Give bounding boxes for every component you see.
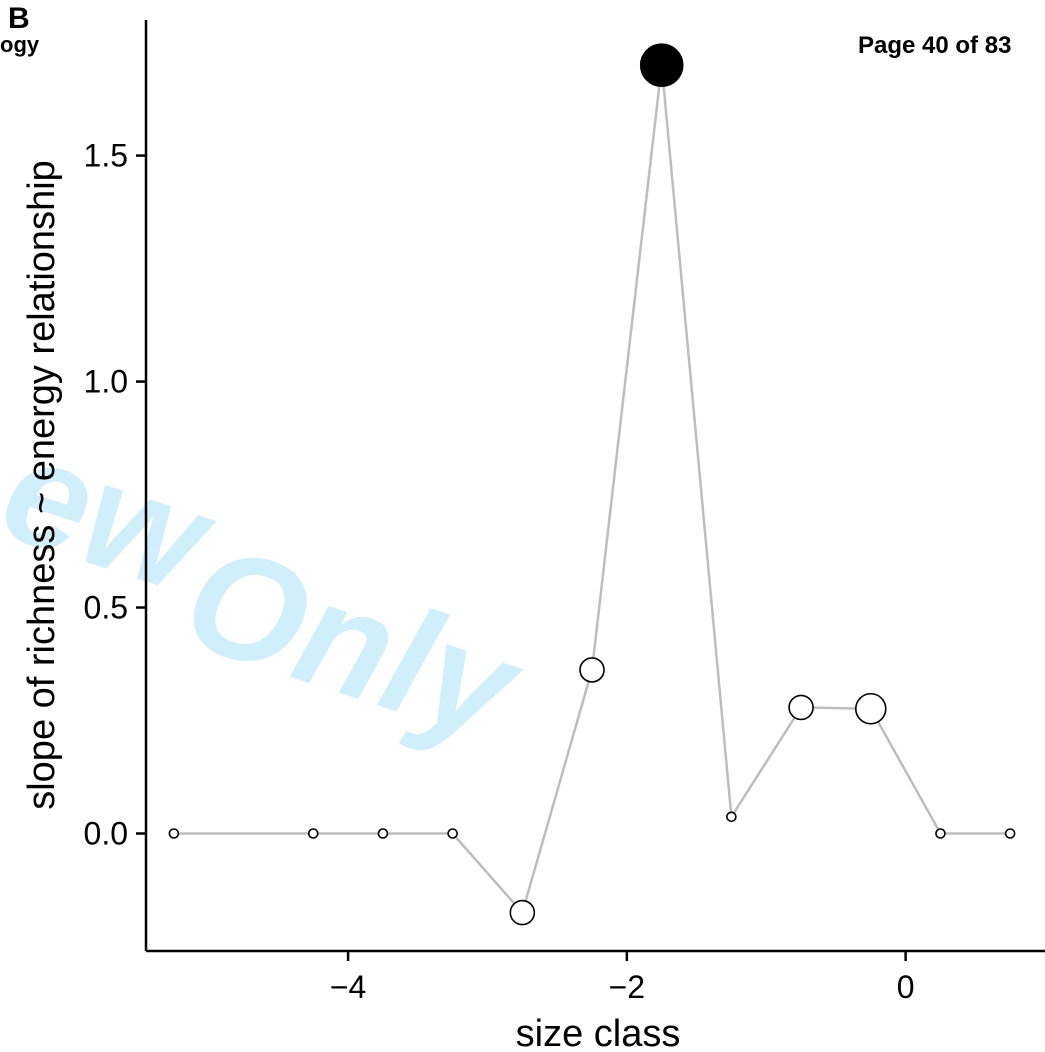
y-tick-label: 0.5 bbox=[84, 590, 128, 626]
data-point bbox=[1004, 828, 1016, 839]
data-point bbox=[726, 811, 737, 823]
y-tick-label: 0.0 bbox=[84, 815, 128, 851]
data-point bbox=[447, 828, 458, 839]
watermark-text-2: Only bbox=[166, 510, 541, 775]
data-point bbox=[639, 43, 684, 87]
data-point bbox=[377, 828, 389, 839]
y-tick-label: 1.0 bbox=[84, 364, 128, 400]
journal-name-fragment: ogy bbox=[0, 32, 40, 57]
series-polyline bbox=[173, 65, 1011, 916]
data-point bbox=[168, 828, 180, 839]
data-point bbox=[579, 657, 605, 683]
x-tick-label: 0 bbox=[897, 969, 915, 1005]
data-point bbox=[935, 828, 946, 839]
x-tick-label: −2 bbox=[609, 969, 645, 1005]
series-line bbox=[173, 65, 1011, 916]
data-point bbox=[509, 899, 536, 926]
data-points bbox=[168, 43, 1016, 926]
watermark: ew Only bbox=[0, 403, 542, 775]
x-axis-label: size class bbox=[516, 1013, 681, 1052]
panel-label: B bbox=[8, 2, 30, 35]
y-tick-label: 1.5 bbox=[84, 138, 128, 174]
y-axis-label: slope of richness ~ energy relationship bbox=[21, 160, 63, 810]
data-point bbox=[307, 828, 319, 839]
data-point bbox=[788, 694, 814, 721]
axes bbox=[144, 20, 1045, 953]
data-point bbox=[854, 692, 887, 725]
x-tick-label: −4 bbox=[330, 969, 366, 1005]
ticks: −4 −2 0 0.0 0.5 1.0 1.5 bbox=[84, 138, 915, 1005]
page-number: Page 40 of 83 bbox=[858, 32, 1012, 59]
